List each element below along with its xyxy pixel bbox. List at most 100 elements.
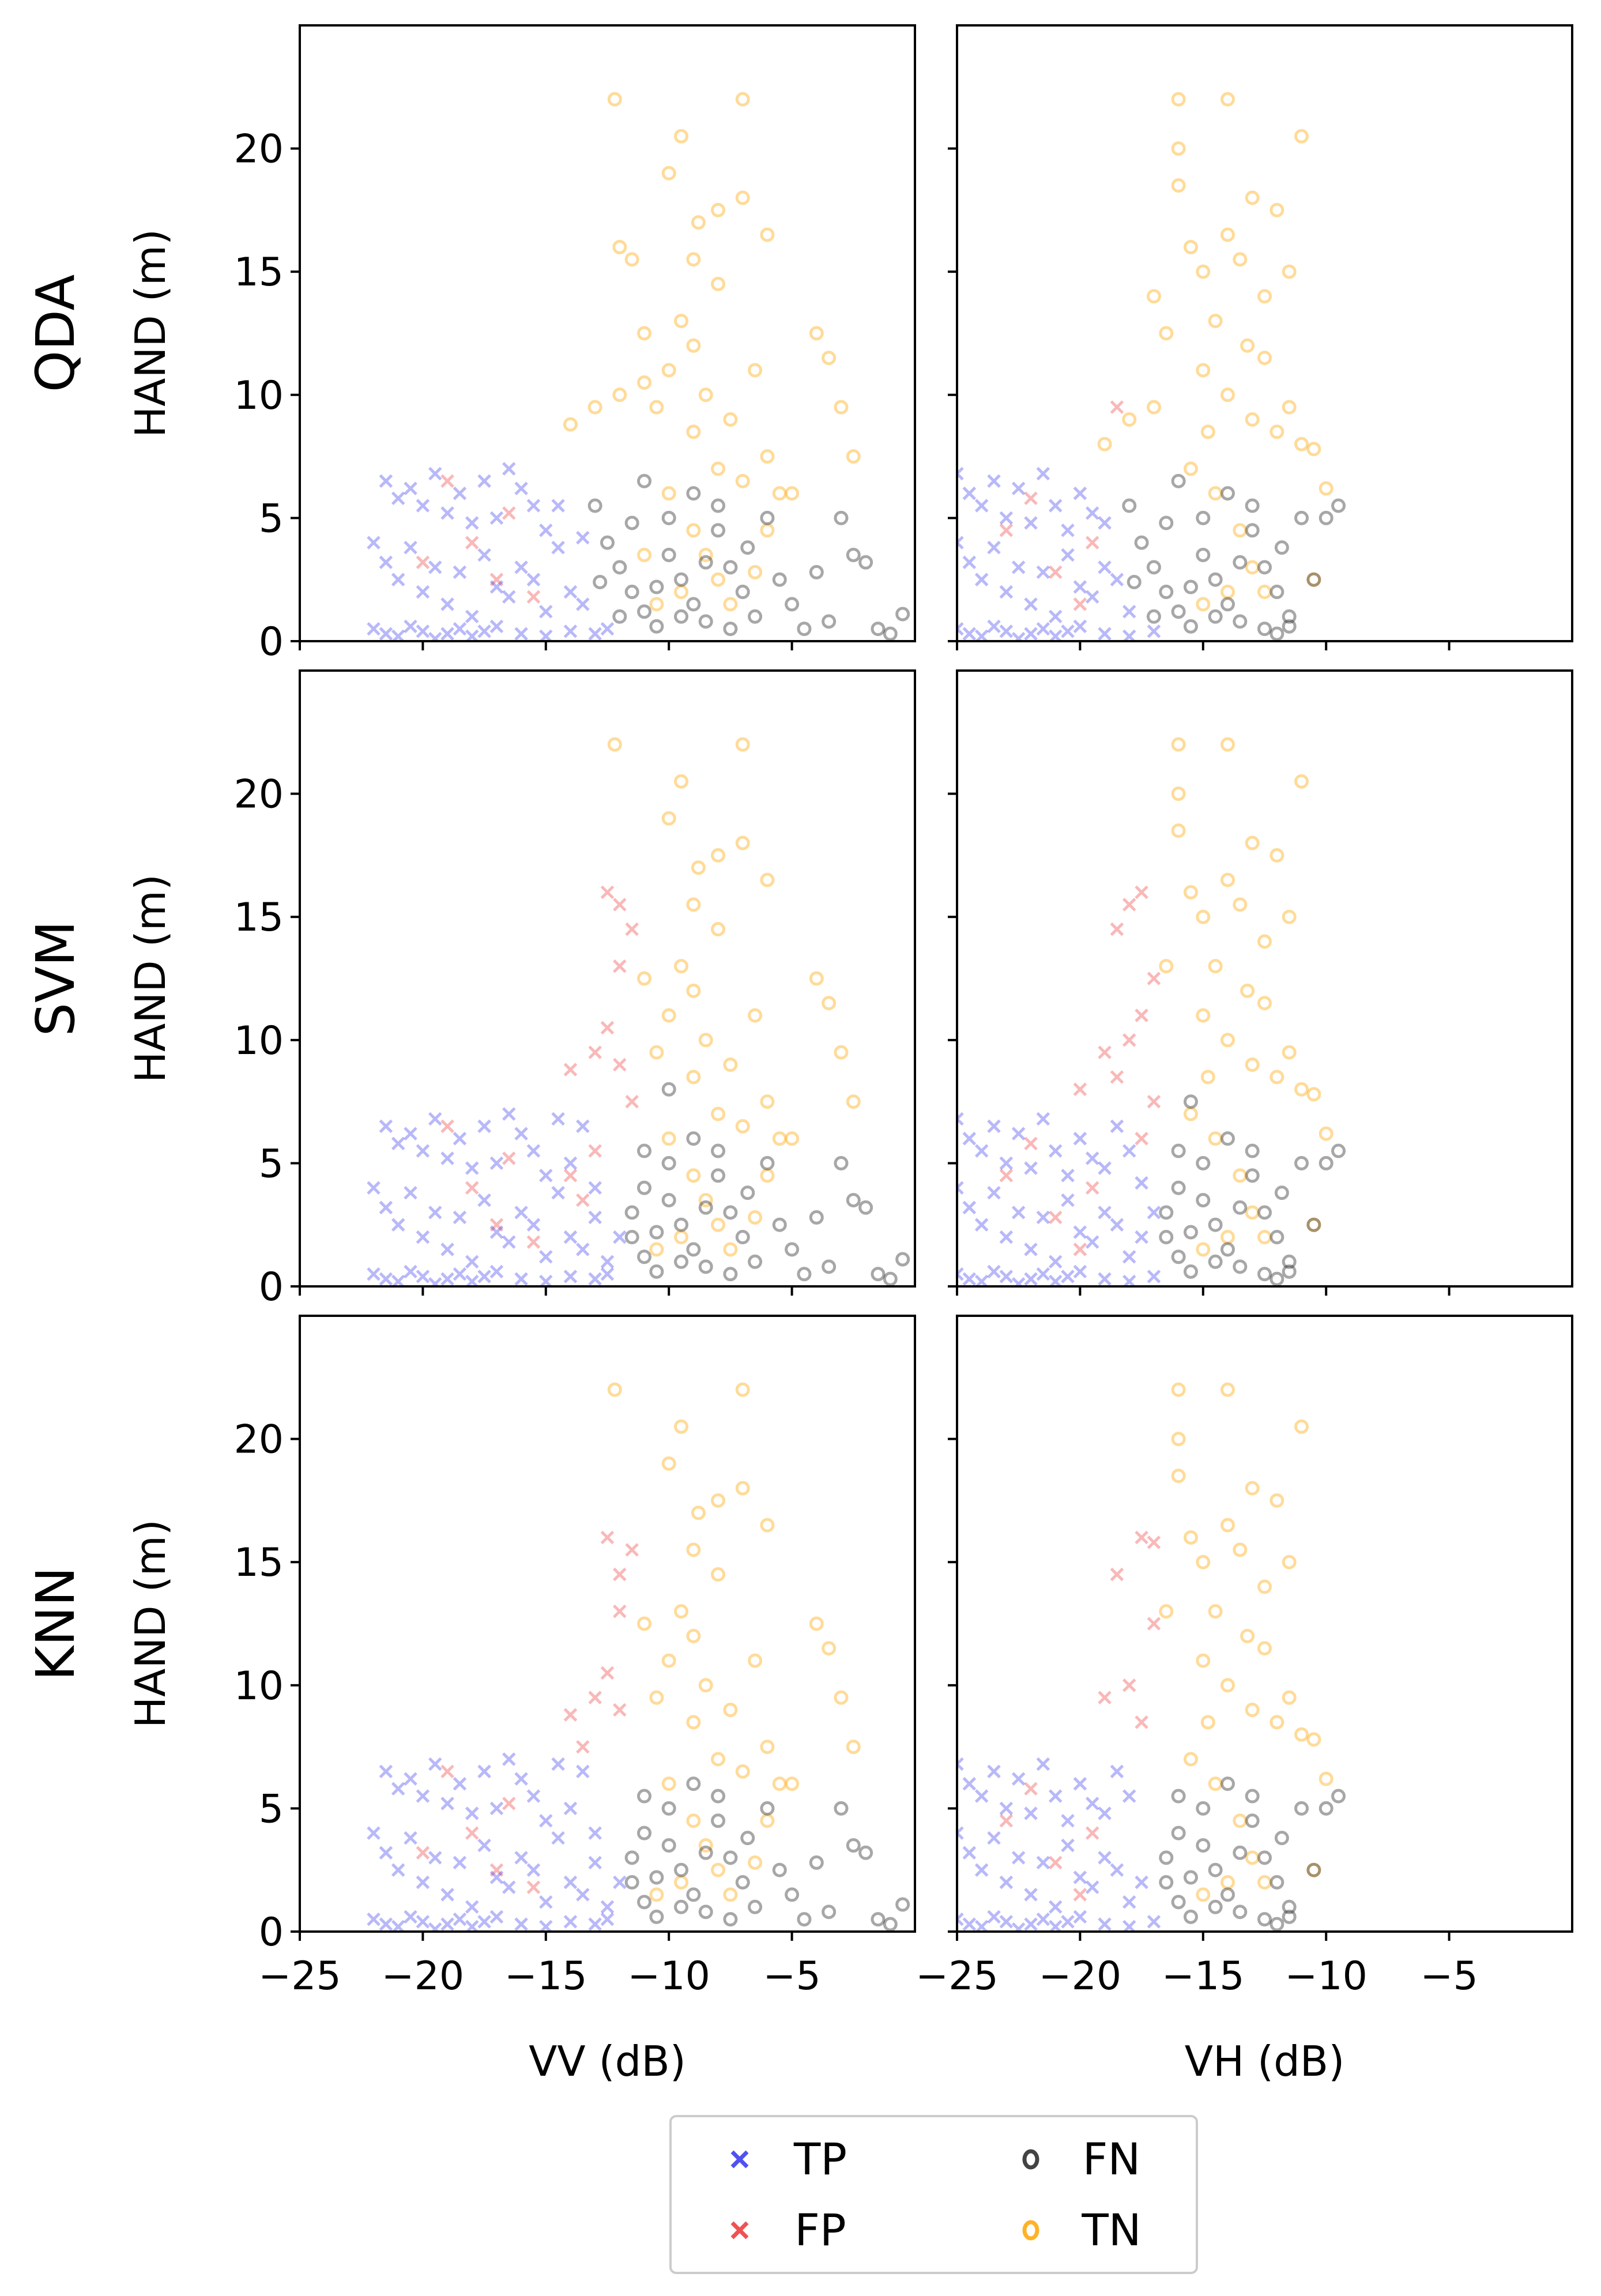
point-tn bbox=[624, 252, 639, 267]
point-fn bbox=[1294, 1801, 1309, 1816]
point-tp bbox=[1048, 1900, 1063, 1914]
point-fn bbox=[674, 1254, 689, 1269]
point-tn bbox=[661, 1456, 676, 1471]
point-tp bbox=[551, 1185, 565, 1200]
point-tn bbox=[711, 1752, 726, 1767]
point-tn bbox=[1257, 289, 1272, 304]
point-tp bbox=[1110, 573, 1124, 586]
point-fn bbox=[624, 1875, 639, 1890]
y-tick-label: 10 bbox=[233, 1018, 284, 1064]
point-tn bbox=[834, 1690, 849, 1705]
legend-label: FN bbox=[1083, 2133, 1141, 2185]
point-fn bbox=[624, 1850, 639, 1865]
point-tp bbox=[428, 560, 442, 574]
point-tp bbox=[1147, 624, 1161, 638]
point-fp bbox=[1098, 1691, 1112, 1704]
point-tn bbox=[1220, 585, 1235, 600]
point-tn bbox=[674, 314, 689, 329]
point-fn bbox=[1319, 1155, 1333, 1170]
point-fn bbox=[1220, 1776, 1235, 1791]
point-tn bbox=[1319, 481, 1333, 496]
point-tp bbox=[957, 1181, 964, 1195]
panel-qda-vh bbox=[948, 24, 1573, 650]
point-tn bbox=[691, 215, 706, 230]
point-tp bbox=[962, 1131, 977, 1146]
point-fn bbox=[1282, 609, 1297, 624]
point-tp bbox=[563, 1270, 578, 1283]
point-tn bbox=[735, 92, 750, 107]
point-fn bbox=[895, 1252, 910, 1267]
legend: TP FP FN TN bbox=[669, 2115, 1198, 2274]
point-tp bbox=[1098, 1917, 1112, 1931]
point-tn bbox=[649, 1045, 664, 1060]
point-fn bbox=[871, 1267, 886, 1282]
point-tp bbox=[1024, 1888, 1038, 1902]
legend-marker-tn bbox=[1022, 2220, 1039, 2241]
point-tn bbox=[587, 400, 602, 415]
point-fn bbox=[711, 498, 726, 513]
point-tn bbox=[686, 1813, 701, 1828]
point-tn bbox=[760, 449, 775, 464]
point-fp bbox=[600, 885, 615, 899]
point-tn bbox=[637, 375, 652, 390]
point-fn bbox=[1274, 540, 1289, 555]
point-tp bbox=[367, 622, 381, 636]
point-tp bbox=[1073, 1131, 1087, 1146]
point-tn bbox=[772, 1131, 787, 1146]
point-tn bbox=[1294, 129, 1309, 144]
point-tp bbox=[1011, 1851, 1026, 1865]
point-tp bbox=[1024, 1806, 1038, 1820]
point-tp bbox=[489, 1156, 504, 1170]
point-fp bbox=[600, 1530, 615, 1545]
point-tp bbox=[379, 555, 393, 570]
point-tp bbox=[1098, 1806, 1112, 1820]
point-tp bbox=[962, 1917, 977, 1931]
point-fn bbox=[612, 560, 627, 575]
point-tn bbox=[1233, 1168, 1248, 1183]
point-tn bbox=[1196, 264, 1211, 279]
point-fp bbox=[613, 1703, 627, 1717]
point-tp bbox=[440, 1917, 454, 1931]
point-fn bbox=[1282, 1264, 1297, 1279]
point-fn bbox=[1146, 609, 1161, 624]
point-tp bbox=[428, 1922, 442, 1932]
point-fn bbox=[1331, 1789, 1346, 1804]
point-tn bbox=[1233, 897, 1248, 912]
point-fp bbox=[613, 1057, 627, 1072]
point-tp bbox=[1098, 1206, 1112, 1219]
point-fp bbox=[489, 1218, 504, 1232]
point-fn bbox=[1196, 1801, 1211, 1816]
point-tp bbox=[465, 1900, 479, 1914]
point-fn bbox=[723, 1205, 738, 1220]
point-tn bbox=[1257, 585, 1272, 600]
point-tn bbox=[1200, 1715, 1215, 1730]
point-tp bbox=[477, 548, 491, 562]
point-fn bbox=[1306, 572, 1321, 587]
point-fp bbox=[1024, 491, 1038, 505]
point-fp bbox=[563, 1063, 578, 1077]
point-tn bbox=[1306, 442, 1321, 457]
point-tp bbox=[1024, 1272, 1038, 1286]
point-fn bbox=[1127, 574, 1142, 589]
point-fp bbox=[1110, 922, 1124, 936]
point-fn bbox=[1245, 1813, 1260, 1828]
point-tp bbox=[440, 1272, 454, 1286]
point-tp bbox=[477, 1915, 491, 1929]
y-axis-label: HAND (m) bbox=[126, 1519, 175, 1728]
point-tp bbox=[987, 1910, 1001, 1924]
point-tp bbox=[477, 1193, 491, 1207]
point-tp bbox=[576, 1119, 590, 1134]
point-tp bbox=[957, 1267, 964, 1281]
point-fn bbox=[1220, 486, 1235, 501]
point-tn bbox=[1270, 1070, 1284, 1085]
point-tp bbox=[489, 1225, 504, 1239]
point-tp bbox=[440, 1243, 454, 1256]
y-tick-label: 20 bbox=[233, 772, 284, 818]
point-tp bbox=[453, 1912, 467, 1926]
point-tp bbox=[526, 1863, 541, 1877]
point-tn bbox=[723, 1703, 738, 1718]
point-tn bbox=[1208, 1604, 1223, 1619]
point-tn bbox=[1245, 1703, 1260, 1718]
point-fn bbox=[1306, 1217, 1321, 1232]
point-tn bbox=[686, 424, 701, 439]
